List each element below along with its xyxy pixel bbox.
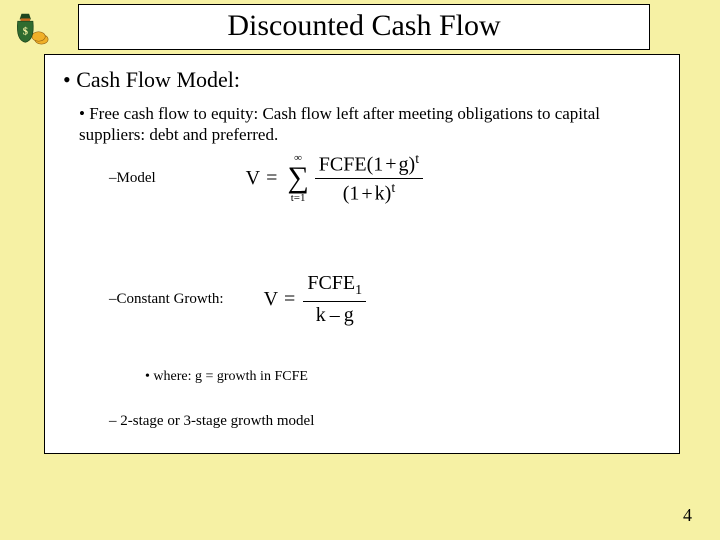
- money-bag-icon: $: [12, 8, 50, 46]
- text-fcfe-definition: Free cash flow to equity: Cash flow left…: [79, 103, 667, 146]
- label-constant-growth: Constant Growth:: [117, 291, 224, 308]
- text-stage-model: 2-stage or 3-stage growth model: [109, 413, 667, 430]
- content-panel: Cash Flow Model: Free cash flow to equit…: [44, 54, 680, 454]
- formula-gordon: V = FCFE1 k–g: [264, 272, 369, 327]
- text-where-g: where: g = growth in FCFE: [145, 369, 667, 385]
- row-constant-growth: Constant Growth: V = FCFE1 k–g: [109, 272, 667, 327]
- row-model: Model V = ∞ ∑ t=1 FCFE(1+g)t (1+k)t: [109, 152, 667, 206]
- sigma-icon: ∞ ∑ t=1: [287, 153, 308, 204]
- page-title: Discounted Cash Flow: [227, 9, 500, 42]
- label-model: Model: [117, 170, 156, 187]
- svg-text:$: $: [23, 27, 28, 38]
- formula-summation: V = ∞ ∑ t=1 FCFE(1+g)t (1+k)t: [246, 152, 425, 206]
- heading-cash-flow-model: Cash Flow Model:: [63, 67, 667, 93]
- page-number: 4: [683, 505, 692, 526]
- title-panel: Discounted Cash Flow: [78, 4, 650, 50]
